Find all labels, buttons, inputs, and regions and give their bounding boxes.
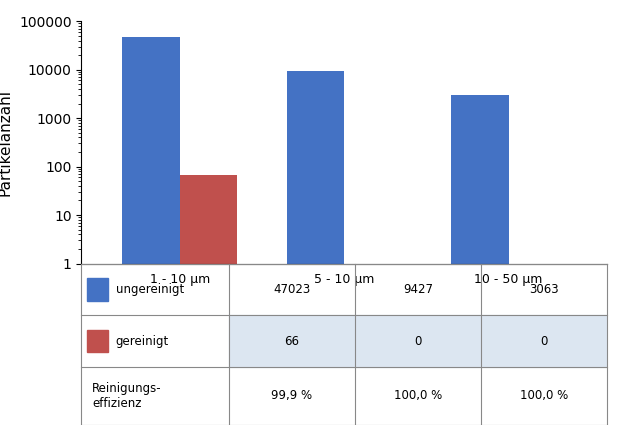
Text: 66: 66 (284, 334, 299, 348)
Bar (180, 176, 237, 425)
Bar (86, 330, 108, 352)
Text: 100,0 %: 100,0 % (394, 389, 442, 402)
Text: 0: 0 (540, 334, 548, 348)
Text: 99,9 %: 99,9 % (271, 389, 312, 402)
Bar (228, 315, 607, 367)
Text: gereinigt: gereinigt (116, 334, 169, 348)
Text: ungereinigt: ungereinigt (116, 283, 184, 296)
Text: 3063: 3063 (530, 283, 559, 296)
Bar (123, 37, 180, 425)
Text: 0: 0 (414, 334, 421, 348)
Text: Reinigungs-
effizienz: Reinigungs- effizienz (92, 382, 162, 410)
Bar (451, 95, 508, 425)
Text: 100,0 %: 100,0 % (520, 389, 568, 402)
Bar (287, 71, 344, 425)
Text: 9427: 9427 (403, 283, 433, 296)
Y-axis label: Partikelanzahl: Partikelanzahl (0, 89, 12, 196)
Text: 47023: 47023 (273, 283, 310, 296)
Bar (86, 278, 108, 300)
